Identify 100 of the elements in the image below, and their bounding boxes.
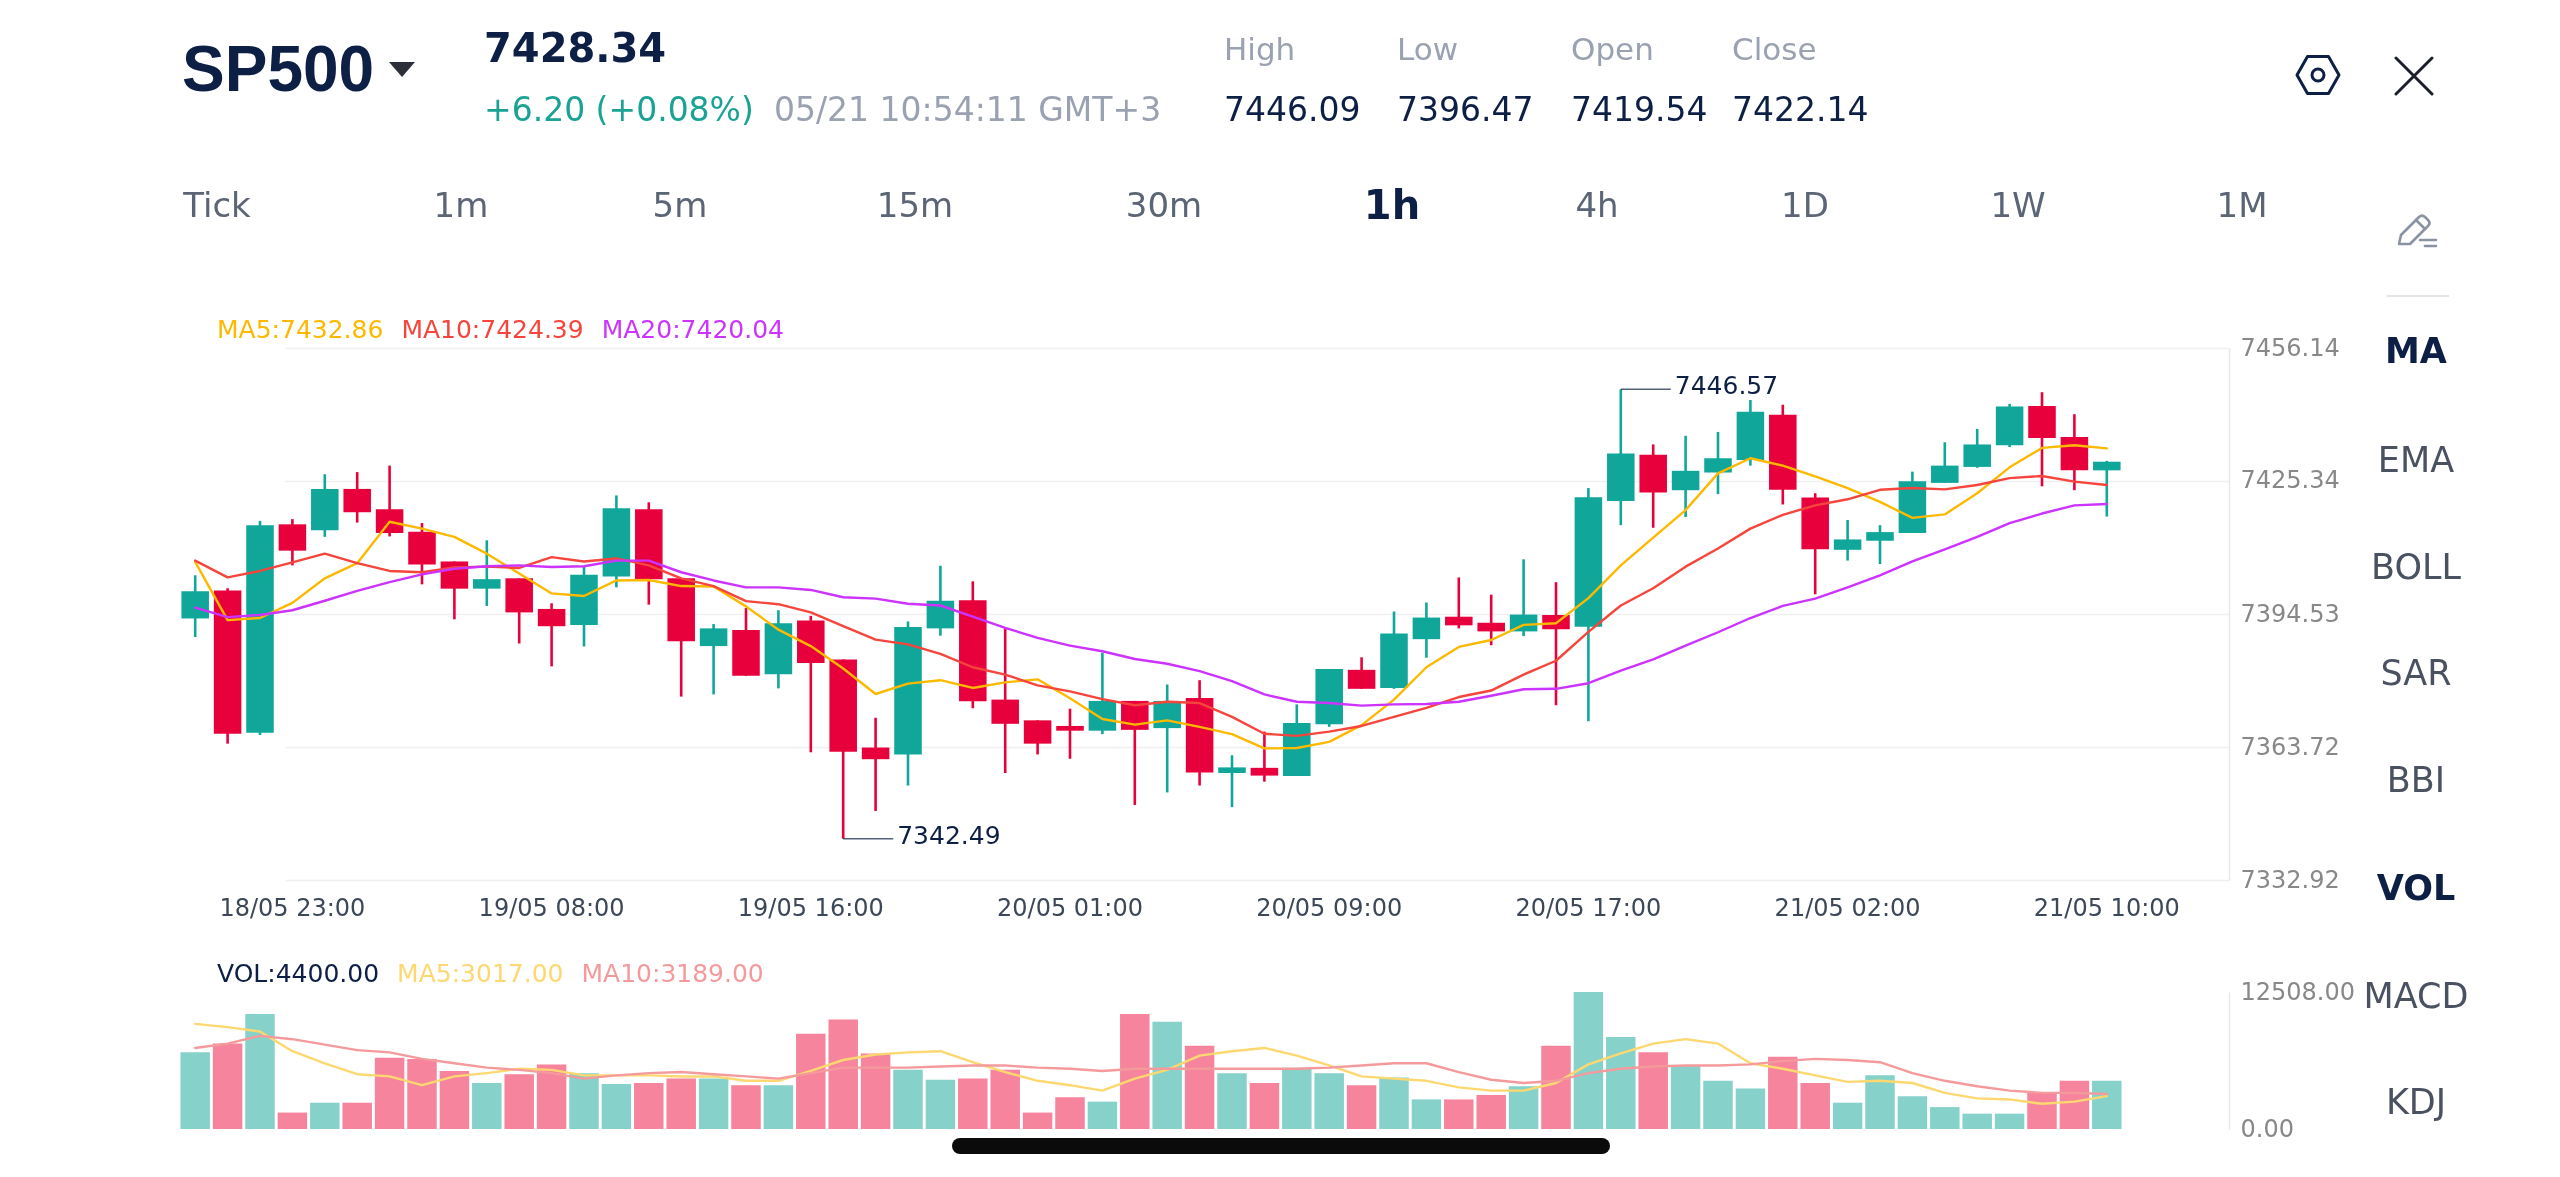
text: 05/21 10:54:11 GMT+3 [774,90,1162,130]
bar [472,1083,502,1129]
text: VOL:4400.00 [217,959,380,989]
candlestick [1445,576,1473,630]
bar [828,1019,858,1129]
text: 1m [433,184,489,226]
candlestick [1250,730,1279,783]
bar [212,1043,243,1129]
bar [504,1074,534,1129]
bar [180,1052,210,1129]
text: 15m [876,184,954,226]
bar [407,1058,437,1129]
x-tick-label: 20/05 09:00 [1256,893,1403,922]
x-tick-label: 21/05 02:00 [1774,893,1921,922]
text: Open [1571,31,1654,69]
bar [1703,1080,1733,1129]
bar [1282,1067,1312,1129]
candlestick [1056,707,1084,761]
text: 30m [1125,184,1203,226]
bar [1217,1073,1247,1129]
bar [536,1064,567,1129]
text: 1h [1363,181,1421,229]
candlestick [2093,459,2121,518]
bar [860,1053,891,1129]
annotation: 7342.49 [897,820,1001,850]
bar [277,1112,308,1129]
x-tick-label: 20/05 01:00 [997,893,1143,922]
text: Tick [183,184,251,226]
candlestick [473,539,501,608]
annotation: 7446.57 [1674,371,1779,401]
y-tick-label: 7456.14 [2240,333,2340,362]
bar [1508,1086,1539,1129]
x-tick-label: 19/05 08:00 [478,893,625,922]
bar [1541,1045,1571,1129]
bar [1638,1052,1668,1129]
candlestick [1866,523,1894,566]
bar [1022,1112,1053,1129]
bar [1962,1113,1992,1129]
x-tick-label: 20/05 17:00 [1515,893,1662,922]
text: 7428.34 [484,24,667,72]
candlestick [861,716,890,813]
x-tick-label: 21/05 10:00 [2033,893,2180,922]
text: Close [1732,31,1817,69]
bar [1735,1088,1766,1129]
candlestick [1477,593,1505,647]
bar [2027,1092,2057,1129]
line-series [194,1034,2108,1096]
y-tick-label: 12508.00 [2240,977,2356,1006]
bar [1994,1113,2025,1129]
text: 1W [1990,184,2046,226]
text: 7446.09 [1224,90,1361,130]
text: MA5:7432.86 [217,315,384,345]
text: MA [2385,330,2447,372]
text: VOL [2376,867,2456,909]
bar [1087,1101,1118,1129]
bar [601,1084,632,1129]
bar [1573,992,1604,1129]
bar [1800,1083,1830,1129]
bar [1768,1056,1798,1129]
bar [342,1102,372,1129]
text: BOLL [2371,546,2461,588]
bar [1444,1099,1474,1129]
line-series [194,1022,2108,1106]
text: SP500 [182,31,375,107]
bar [893,1069,923,1129]
bar [2092,1080,2122,1129]
x-tick-label: 19/05 16:00 [737,893,884,922]
bar [731,1085,761,1129]
text: EMA [2377,439,2455,481]
bar [1120,1013,1150,1129]
bar [569,1073,599,1129]
bar [925,1079,956,1129]
text: MA10:3189.00 [581,959,764,989]
bar [796,1033,826,1129]
text: 7419.54 [1571,90,1708,130]
bar [1930,1107,1960,1129]
text: 7396.47 [1397,90,1534,130]
bar [666,1078,696,1129]
text: BBI [2386,759,2446,801]
bar [1152,1021,1182,1129]
text: 1M [2216,184,2268,226]
bar [1249,1083,1280,1129]
bar [634,1083,664,1129]
bar [1476,1095,1506,1129]
text: SAR [2380,652,2452,694]
y-tick-label: 7425.34 [2240,466,2340,495]
text: MA5:3017.00 [397,959,564,989]
text: +6.20 (+0.08%) [484,90,754,130]
bar [990,1069,1020,1129]
bar [1832,1102,1863,1129]
bar [1865,1075,1895,1129]
bar [1055,1097,1085,1129]
text: 7422.14 [1732,90,1869,130]
y-tick-label: 7332.92 [2240,865,2340,894]
bar [439,1070,470,1129]
text: 1D [1781,184,1829,226]
text: MACD [2363,975,2469,1017]
bar [1184,1045,1215,1129]
bar [374,1057,405,1129]
bar [1346,1085,1377,1129]
